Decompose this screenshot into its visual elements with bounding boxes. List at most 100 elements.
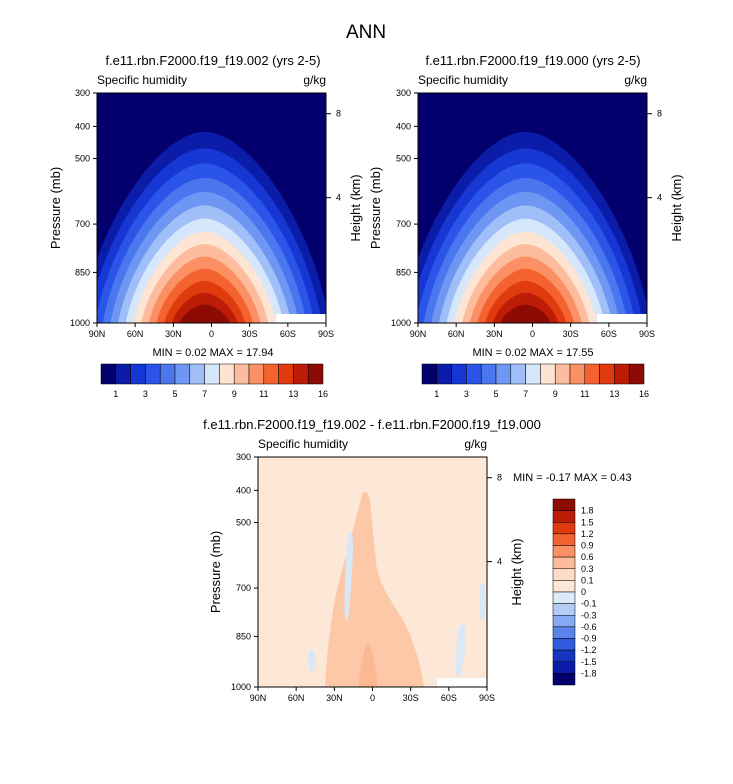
- colorbar-swatch: [130, 363, 146, 385]
- panel-3-ylabel-right: Height (km): [509, 538, 524, 605]
- panel-3-ylabel: Pressure (mb): [208, 531, 223, 613]
- x-tick-label: 0: [370, 693, 375, 703]
- y-tick-label: 700: [75, 219, 90, 229]
- colorbar-swatch: [495, 363, 512, 385]
- colorbar-swatch: [552, 603, 576, 616]
- height-tick-label: 8: [657, 109, 662, 119]
- panel-1-colorbar: 1 3 5 7 9 11 13 16: [100, 363, 328, 399]
- x-tick-label: 90N: [89, 329, 106, 339]
- colorbar-label: 1.8: [581, 506, 594, 516]
- colorbar-swatch: [554, 363, 571, 385]
- y-tick-label: 500: [75, 154, 90, 164]
- colorbar-label: -0.6: [581, 622, 597, 632]
- panel-1-stats: MIN = 0.02 MAX = 17.94: [152, 347, 273, 359]
- panel-2-ylabel-right: Height (km): [669, 174, 684, 241]
- colorbar-label: 1: [113, 389, 118, 399]
- y-tick-label: 700: [396, 219, 411, 229]
- colorbar-swatch: [552, 533, 576, 546]
- colorbar-label: 11: [259, 389, 268, 399]
- colorbar-swatch: [307, 363, 324, 385]
- colorbar-swatch: [552, 510, 576, 523]
- y-tick-label: 400: [236, 485, 251, 495]
- colorbar-swatch: [293, 363, 309, 385]
- panel-1-plot: [97, 93, 326, 323]
- colorbar-swatch: [614, 363, 630, 385]
- colorbar-swatch: [278, 363, 294, 385]
- colorbar-swatch: [552, 591, 576, 604]
- panel-3-negative-patch-1: [344, 531, 353, 621]
- x-tick-label: 60S: [441, 693, 457, 703]
- panel-3-negative-patch-3: [480, 583, 486, 621]
- panel-1: f.e11.rbn.F2000.f19_f19.002 (yrs 2-5) Sp…: [48, 53, 363, 399]
- colorbar-swatch: [189, 363, 205, 385]
- panel-3-missing-region: [437, 678, 487, 687]
- panel-1-ylabel: Pressure (mb): [48, 167, 63, 249]
- colorbar-label: 13: [288, 389, 298, 399]
- colorbar-label: -0.9: [581, 634, 597, 644]
- contour-band: [500, 304, 551, 323]
- panel-1-subtitle-right: g/kg: [303, 73, 326, 87]
- x-tick-label: 90N: [410, 329, 427, 339]
- colorbar-label: 0.6: [581, 552, 594, 562]
- x-tick-label: 30S: [403, 693, 419, 703]
- height-tick-label: 4: [497, 557, 502, 567]
- x-tick-label: 90S: [318, 329, 334, 339]
- colorbar-swatch: [552, 638, 576, 651]
- panel-2-subtitle-right: g/kg: [624, 73, 647, 87]
- panel-1-ylabel-right: Height (km): [348, 174, 363, 241]
- x-tick-label: 30N: [165, 329, 182, 339]
- colorbar-label: 9: [232, 389, 237, 399]
- panel-2-plot: [418, 93, 647, 323]
- colorbar-swatch: [552, 626, 576, 639]
- panel-3-strong-positive-region: [358, 643, 378, 687]
- colorbar-label: 11: [580, 389, 589, 399]
- colorbar-swatch: [599, 363, 615, 385]
- colorbar-swatch: [552, 661, 576, 674]
- colorbar-label: 1.2: [581, 529, 594, 539]
- panel-2-title: f.e11.rbn.F2000.f19_f19.000 (yrs 2-5): [425, 53, 640, 68]
- y-tick-label: 1000: [231, 682, 251, 692]
- colorbar-label: 0.9: [581, 541, 594, 551]
- x-tick-label: 90N: [250, 693, 267, 703]
- colorbar-swatch: [552, 522, 576, 535]
- colorbar-swatch: [204, 363, 220, 385]
- panel-3-stats: MIN = -0.17 MAX = 0.43: [513, 472, 632, 484]
- colorbar-swatch: [248, 363, 265, 385]
- panel-3-plot: [258, 457, 487, 687]
- colorbar-swatch: [466, 363, 482, 385]
- panel-3: f.e11.rbn.F2000.f19_f19.002 - f.e11.rbn.…: [203, 417, 632, 703]
- colorbar-swatch: [552, 568, 576, 581]
- colorbar-swatch: [584, 363, 600, 385]
- y-tick-label: 850: [396, 267, 411, 277]
- colorbar-swatch: [421, 363, 438, 385]
- x-tick-label: 90S: [479, 693, 495, 703]
- y-tick-label: 1000: [391, 318, 411, 328]
- x-tick-label: 60N: [448, 329, 465, 339]
- panel-2: f.e11.rbn.F2000.f19_f19.000 (yrs 2-5) Sp…: [368, 53, 684, 399]
- height-tick-label: 4: [657, 193, 662, 203]
- figure-title: ANN: [346, 22, 386, 43]
- panel-3-subtitle-right: g/kg: [464, 437, 487, 451]
- colorbar-label: -0.3: [581, 610, 597, 620]
- colorbar-swatch: [540, 363, 556, 385]
- colorbar-label: 1: [434, 389, 439, 399]
- colorbar-label: 9: [553, 389, 558, 399]
- colorbar-swatch: [552, 498, 576, 511]
- colorbar-label: 0.3: [581, 564, 594, 574]
- panel-3-negative-patch-4: [308, 649, 317, 672]
- height-tick-label: 8: [336, 109, 341, 119]
- colorbar-label: 1.5: [581, 517, 594, 527]
- colorbar-label: 16: [318, 389, 328, 399]
- y-tick-label: 300: [396, 88, 411, 98]
- height-tick-label: 4: [336, 193, 341, 203]
- y-tick-label: 500: [396, 154, 411, 164]
- colorbar-swatch: [436, 363, 452, 385]
- panel-2-stats: MIN = 0.02 MAX = 17.55: [472, 347, 593, 359]
- y-tick-label: 1000: [70, 318, 90, 328]
- colorbar-swatch: [233, 363, 250, 385]
- colorbar-label: -1.5: [581, 657, 597, 667]
- y-tick-label: 300: [236, 452, 251, 462]
- colorbar-swatch: [451, 363, 467, 385]
- y-tick-label: 300: [75, 88, 90, 98]
- colorbar-label: -0.1: [581, 599, 597, 609]
